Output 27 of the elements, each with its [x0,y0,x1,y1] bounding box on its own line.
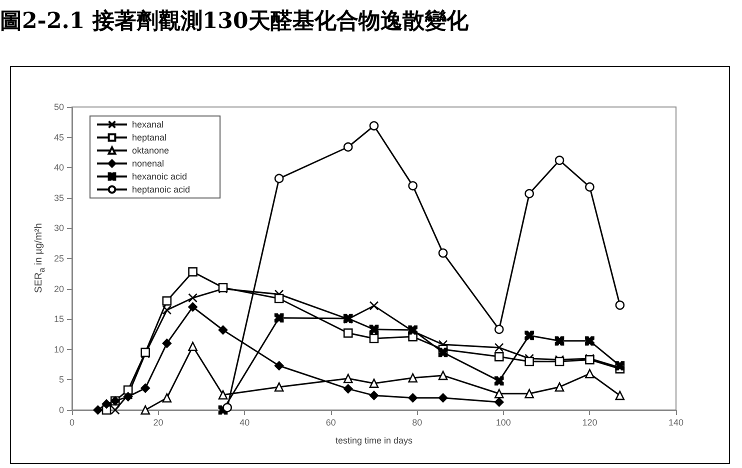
y-tick-label: 35 [54,192,64,203]
x-tick-label: 80 [412,418,422,428]
y-tick-label: 0 [58,405,64,415]
x-tick-label: 60 [326,418,336,428]
x-tick-label: 100 [496,418,511,428]
y-tick-label: 5 [58,374,64,385]
y-tick-label: 15 [54,314,64,324]
legend-label: hexanal [132,120,164,130]
y-tick-label: 10 [54,344,64,354]
chart-title: 圖2-2.1 接著劑觀測130天醛基化合物逸散變化 [0,7,470,36]
y-tick-label: 20 [54,284,64,294]
x-tick-label: 120 [582,418,598,428]
x-axis-title: testing time in days [335,436,414,446]
legend-label: hexanoic acid [132,172,188,182]
x-tick-label: 20 [153,418,164,428]
y-tick-label: 50 [54,102,64,112]
x-tick-label: 40 [240,418,250,428]
legend-label: oktanone [132,146,170,156]
x-tick-label: 140 [668,418,684,428]
y-tick-label: 25 [54,254,64,264]
y-tick-label: 45 [54,132,64,142]
y-tick-label: 30 [54,223,64,234]
y-tick-label: 40 [54,162,64,173]
x-tick-label: 0 [69,418,75,428]
legend-label: nonenal [132,158,164,168]
legend-label: heptanal [132,132,167,142]
legend-label: heptanoic acid [132,184,190,194]
